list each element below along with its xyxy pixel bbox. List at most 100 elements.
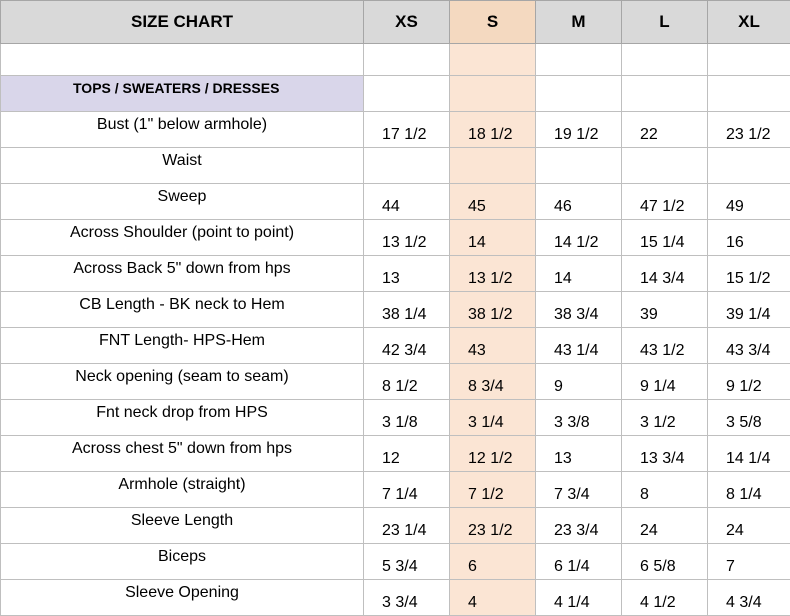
measurement-value: 14 3/4 <box>622 256 708 292</box>
blank-cell <box>364 76 450 112</box>
measurement-value <box>622 148 708 184</box>
measurement-value: 49 <box>708 184 790 220</box>
blank-cell <box>450 76 536 112</box>
measurement-value: 13 3/4 <box>622 436 708 472</box>
measurement-value: 3 5/8 <box>708 400 790 436</box>
blank-cell <box>622 44 708 76</box>
measurement-label: Sweep <box>1 184 364 220</box>
measurement-value: 5 3/4 <box>364 544 450 580</box>
measurement-value: 8 1/2 <box>364 364 450 400</box>
measurement-value: 7 3/4 <box>536 472 622 508</box>
measurement-label: Bust (1" below armhole) <box>1 112 364 148</box>
measurement-value: 42 3/4 <box>364 328 450 364</box>
measurement-value <box>536 148 622 184</box>
measurement-value: 23 1/2 <box>708 112 790 148</box>
measurement-label: FNT Length- HPS-Hem <box>1 328 364 364</box>
measurement-value: 45 <box>450 184 536 220</box>
measurement-value: 39 1/4 <box>708 292 790 328</box>
size-chart-title: SIZE CHART <box>1 1 364 44</box>
measurement-value: 8 <box>622 472 708 508</box>
blank-cell <box>536 44 622 76</box>
measurement-value: 9 <box>536 364 622 400</box>
measurement-value: 47 1/2 <box>622 184 708 220</box>
measurement-value: 46 <box>536 184 622 220</box>
blank-cell <box>536 76 622 112</box>
measurement-value: 15 1/4 <box>622 220 708 256</box>
measurement-value: 38 1/4 <box>364 292 450 328</box>
measurement-value: 4 3/4 <box>708 580 790 616</box>
measurement-value: 9 1/4 <box>622 364 708 400</box>
table-row: Waist <box>1 148 790 184</box>
measurement-label: Waist <box>1 148 364 184</box>
measurement-label: CB Length - BK neck to Hem <box>1 292 364 328</box>
measurement-value: 44 <box>364 184 450 220</box>
measurement-label: Neck opening (seam to seam) <box>1 364 364 400</box>
blank-cell <box>1 44 364 76</box>
measurement-value: 13 1/2 <box>450 256 536 292</box>
section-title: TOPS / SWEATERS / DRESSES <box>1 76 364 112</box>
measurement-value: 3 1/4 <box>450 400 536 436</box>
measurement-value: 14 <box>450 220 536 256</box>
blank-cell <box>708 76 790 112</box>
header-row: SIZE CHART XS S M L XL <box>1 1 790 44</box>
measurement-value: 43 1/4 <box>536 328 622 364</box>
measurement-label: Across Back 5" down from hps <box>1 256 364 292</box>
measurement-value: 6 1/4 <box>536 544 622 580</box>
measurement-value: 22 <box>622 112 708 148</box>
measurement-value: 38 3/4 <box>536 292 622 328</box>
measurement-value: 3 1/2 <box>622 400 708 436</box>
size-header-xs: XS <box>364 1 450 44</box>
measurement-value: 39 <box>622 292 708 328</box>
measurement-value: 12 1/2 <box>450 436 536 472</box>
blank-row <box>1 44 790 76</box>
measurement-label: Sleeve Opening <box>1 580 364 616</box>
measurement-value: 16 <box>708 220 790 256</box>
measurement-value: 3 1/8 <box>364 400 450 436</box>
size-header-xl: XL <box>708 1 790 44</box>
measurement-value <box>364 148 450 184</box>
blank-cell <box>622 76 708 112</box>
measurement-value: 23 3/4 <box>536 508 622 544</box>
measurement-value: 14 1/2 <box>536 220 622 256</box>
measurement-value: 43 3/4 <box>708 328 790 364</box>
measurement-value: 17 1/2 <box>364 112 450 148</box>
measurement-value: 13 <box>536 436 622 472</box>
measurement-value: 24 <box>708 508 790 544</box>
blank-cell <box>708 44 790 76</box>
measurement-value: 19 1/2 <box>536 112 622 148</box>
size-header-m: M <box>536 1 622 44</box>
measurement-value: 15 1/2 <box>708 256 790 292</box>
size-header-l: L <box>622 1 708 44</box>
measurement-value: 8 3/4 <box>450 364 536 400</box>
measurement-value: 6 <box>450 544 536 580</box>
measurement-value: 13 1/2 <box>364 220 450 256</box>
measurement-label: Armhole (straight) <box>1 472 364 508</box>
measurement-value: 6 5/8 <box>622 544 708 580</box>
measurement-value: 7 1/4 <box>364 472 450 508</box>
measurement-label: Fnt neck drop from HPS <box>1 400 364 436</box>
size-header-s: S <box>450 1 536 44</box>
measurement-label: Sleeve Length <box>1 508 364 544</box>
measurement-value: 9 1/2 <box>708 364 790 400</box>
measurement-value: 12 <box>364 436 450 472</box>
measurement-label: Across chest 5" down from hps <box>1 436 364 472</box>
measurement-value: 7 <box>708 544 790 580</box>
measurement-value: 43 1/2 <box>622 328 708 364</box>
measurement-value: 23 1/2 <box>450 508 536 544</box>
blank-cell <box>450 44 536 76</box>
measurement-value: 18 1/2 <box>450 112 536 148</box>
measurement-value: 4 1/4 <box>536 580 622 616</box>
measurement-value: 7 1/2 <box>450 472 536 508</box>
